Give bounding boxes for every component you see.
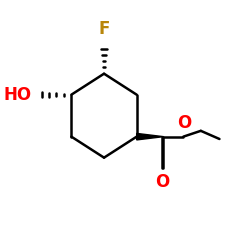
Text: O: O [156,173,170,191]
Text: O: O [177,114,191,132]
Text: F: F [98,20,110,38]
Polygon shape [137,134,164,140]
Text: HO: HO [4,86,32,104]
